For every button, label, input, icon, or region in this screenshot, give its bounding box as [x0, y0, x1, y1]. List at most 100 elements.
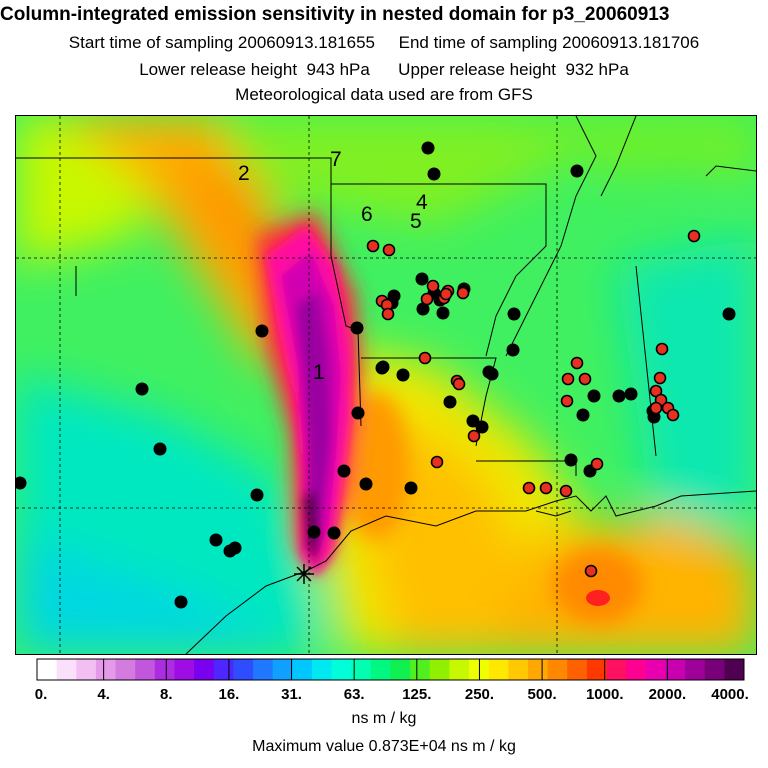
colorbar-tick-label: 16.	[218, 686, 240, 703]
colorbar-cell	[645, 659, 666, 680]
colorbar-tick-label: 4000.	[711, 686, 749, 703]
station-marker-black	[576, 408, 590, 422]
station-marker-black	[359, 477, 373, 491]
station-marker-red	[578, 372, 592, 386]
station-marker-black	[153, 442, 167, 456]
station-marker-red	[382, 243, 396, 257]
station-marker-black	[475, 420, 489, 434]
station-marker-red	[655, 342, 669, 356]
colorbar-cell	[704, 659, 725, 680]
colorbar-cell	[724, 659, 745, 680]
colorbar-cell	[665, 659, 686, 680]
lower-height-label: Lower release height 943 hPa	[139, 60, 370, 79]
station-marker-black	[564, 453, 578, 467]
station-marker-red	[570, 356, 584, 370]
station-marker-black	[427, 167, 441, 181]
colorbar-cell	[606, 659, 627, 680]
station-marker-red	[584, 564, 598, 578]
station-marker-black	[404, 481, 418, 495]
station-marker-black	[507, 307, 521, 321]
colorbar-cell	[527, 659, 549, 680]
station-marker-red	[420, 292, 434, 306]
station-marker-black	[255, 324, 269, 338]
station-marker-black	[16, 476, 27, 490]
colorbar-cell	[331, 659, 352, 680]
station-marker-red	[560, 394, 574, 408]
colorbar-cell	[213, 659, 234, 680]
colorbar-tick-label: 2000.	[648, 686, 687, 703]
colorbar-tick-label: 31.	[281, 686, 302, 703]
station-marker-black	[624, 387, 638, 401]
station-marker-red	[561, 372, 575, 386]
colorbar-cell	[351, 659, 372, 680]
colorbar-cell	[135, 659, 156, 680]
station-marker-black	[327, 526, 341, 540]
station-marker-black	[421, 141, 435, 155]
release-point-icon	[294, 564, 314, 584]
trajectory-labels: 1 2 45 6 7	[238, 148, 428, 384]
colorbar-tick-label: 250.	[464, 686, 495, 703]
station-marker-red	[418, 351, 432, 365]
station-markers	[16, 141, 736, 609]
station-marker-black	[375, 361, 389, 375]
colorbar-cell	[154, 659, 175, 680]
colorbar-tick-label: 63.	[343, 686, 365, 703]
station-marker-black	[250, 488, 264, 502]
station-marker-red	[590, 457, 604, 471]
colorbar-cell	[174, 659, 195, 680]
station-marker-red	[666, 408, 680, 422]
station-marker-black	[135, 382, 149, 396]
station-marker-red	[452, 377, 466, 391]
colorbar-cell	[95, 659, 117, 680]
emission-sensitivity-map: 1 2 45 6 7	[15, 115, 757, 655]
colorbar-cell	[685, 659, 706, 680]
station-marker-black	[228, 541, 242, 555]
colorbar-cell	[449, 659, 470, 680]
colorbar-cell	[370, 659, 391, 680]
colorbar-cell	[292, 659, 313, 680]
colorbar-cell	[626, 659, 647, 680]
colorbar-tick-label: 1000.	[585, 686, 624, 703]
station-marker-red	[426, 279, 440, 293]
colorbar-units: ns m / kg	[351, 710, 417, 727]
maximum-value-label: Maximum value 0.873E+04 ns m / kg	[252, 738, 516, 755]
colorbar-tick-label: 500.	[527, 686, 557, 703]
colorbar-cell	[115, 659, 136, 680]
station-marker-black	[415, 272, 429, 286]
trajectory-number-label: 4	[416, 191, 428, 214]
sensitivity-field: 1 2 45 6 7	[16, 116, 756, 654]
colorbar-outline	[36, 658, 745, 681]
colorbar-cell	[410, 659, 431, 680]
trajectory-number-label: 2	[238, 162, 250, 185]
plot-title: Column-integrated emission sensitivity i…	[0, 4, 670, 25]
station-marker-black	[722, 307, 736, 321]
station-marker-black	[485, 367, 499, 381]
colorbar-cell	[253, 659, 274, 680]
station-marker-red	[539, 481, 553, 495]
trajectory-number-label: 1	[313, 361, 325, 384]
station-marker-black	[436, 306, 450, 320]
colorbar-cell	[547, 659, 568, 680]
colorbar-cell	[469, 659, 490, 680]
station-marker-red	[522, 481, 536, 495]
station-marker-red	[467, 429, 481, 443]
colorbar-cell	[488, 659, 509, 680]
station-marker-red	[559, 484, 573, 498]
station-marker-black	[416, 302, 430, 316]
colorbar-cell	[311, 659, 333, 680]
station-marker-red	[653, 371, 667, 385]
colorbar-tick-label: 125.	[402, 686, 432, 703]
station-marker-black	[174, 595, 188, 609]
station-marker-black	[506, 343, 520, 357]
station-marker-black	[307, 525, 321, 539]
colorbar-cell	[272, 659, 293, 680]
trajectory-number-label: 5	[410, 210, 422, 233]
station-marker-black	[350, 321, 364, 335]
colorbar-tick-label: 8.	[160, 686, 173, 703]
colorbar-cell	[390, 659, 411, 680]
station-marker-black	[351, 406, 365, 420]
station-marker-black	[612, 389, 626, 403]
colorbar-cell	[76, 659, 97, 680]
sampling-times: Start time of sampling 20060913.181655 E…	[0, 33, 768, 53]
station-marker-black	[587, 389, 601, 403]
